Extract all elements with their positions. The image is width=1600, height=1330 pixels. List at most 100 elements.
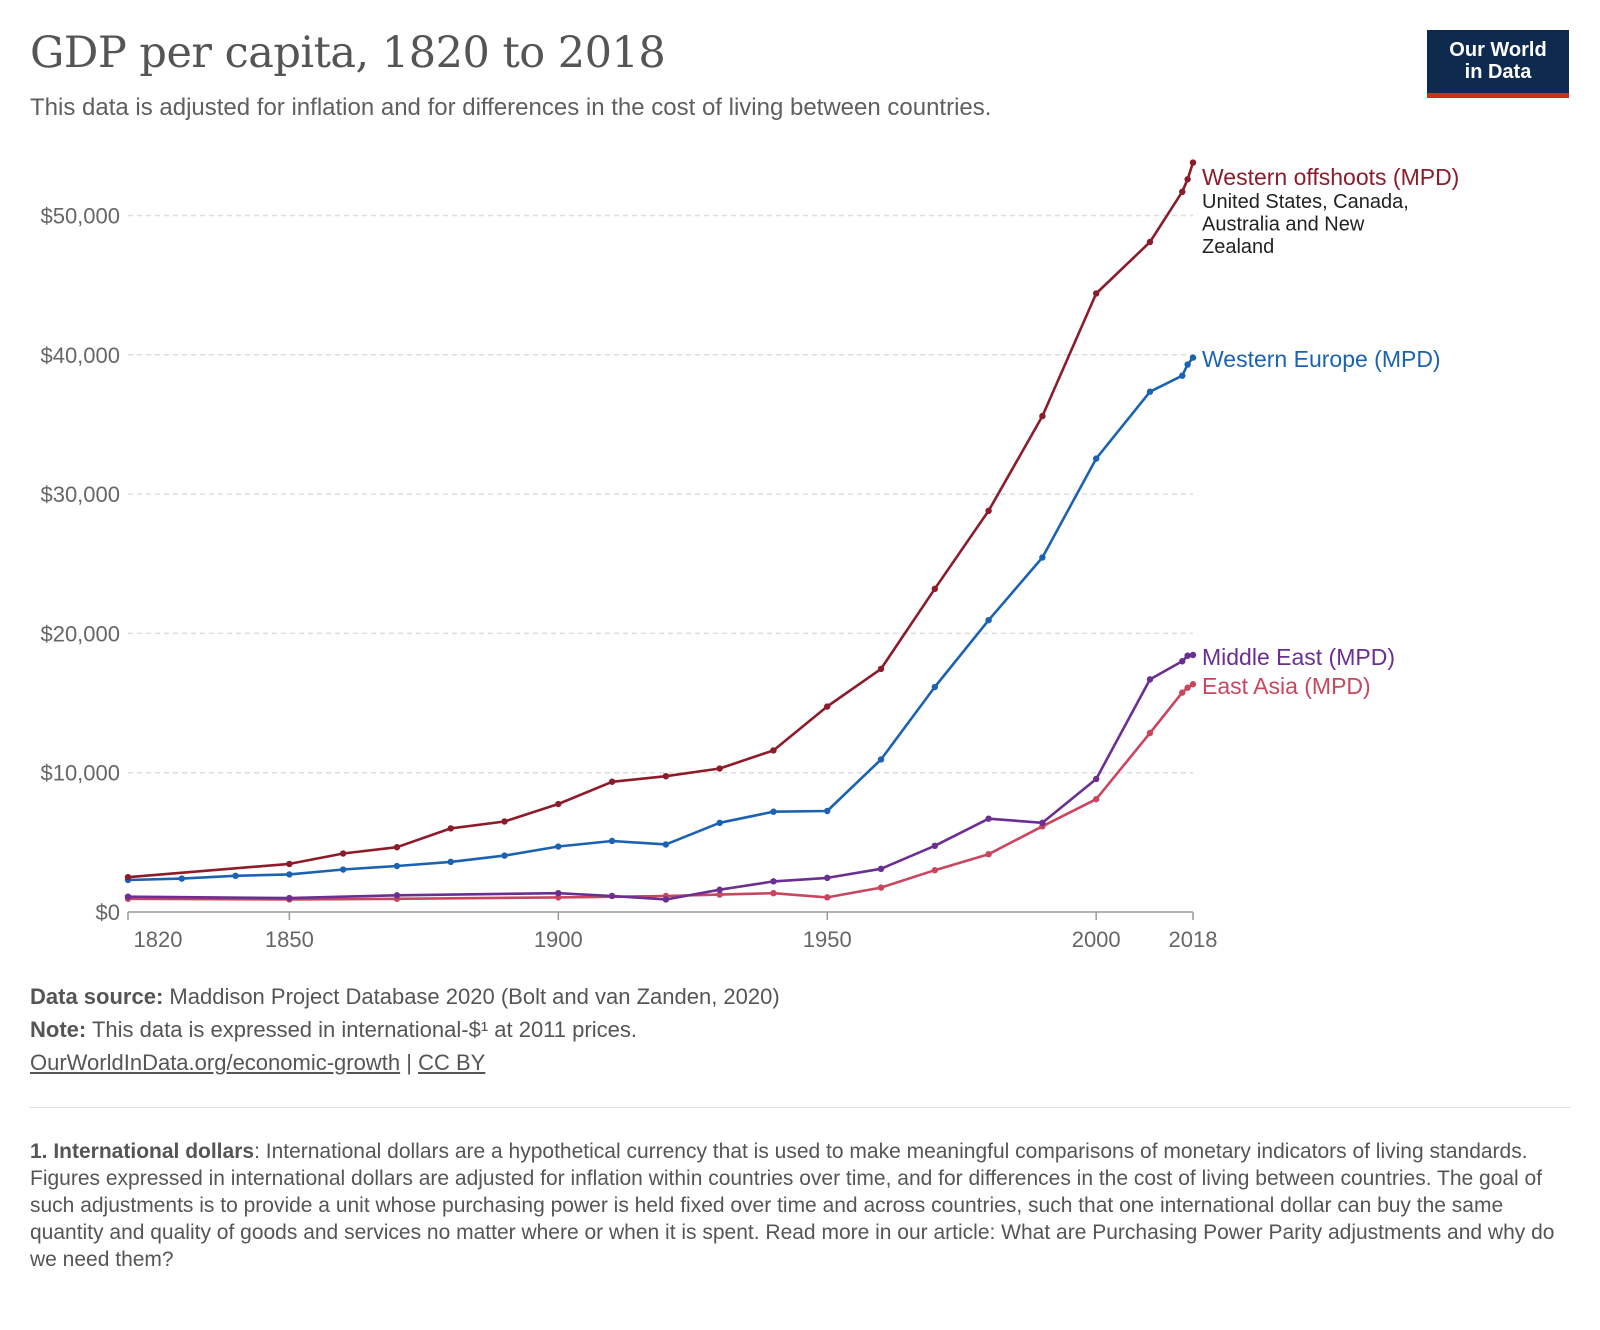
data-point[interactable] [1146, 238, 1154, 246]
data-point[interactable] [716, 886, 723, 893]
data-point[interactable] [232, 872, 239, 879]
series-line[interactable] [127, 653, 1194, 901]
data-point[interactable] [877, 756, 885, 763]
x-axis: 1820 1850 1900 1950 2000 2018 [127, 911, 1217, 952]
data-point[interactable] [501, 852, 508, 859]
data-point[interactable] [339, 866, 347, 873]
data-point[interactable] [877, 884, 885, 891]
owid-logo[interactable]: Our World in Data [1427, 30, 1569, 98]
data-point[interactable] [447, 825, 454, 832]
series-lines [124, 159, 1197, 903]
series-note-line: United States, Canada, [1202, 191, 1409, 213]
data-point[interactable] [608, 778, 616, 785]
data-point[interactable] [393, 862, 401, 870]
data-point[interactable] [1146, 388, 1154, 395]
data-point[interactable] [1184, 176, 1191, 183]
data-point[interactable] [1184, 361, 1191, 368]
data-point[interactable] [662, 772, 670, 780]
data-point[interactable] [1039, 819, 1046, 827]
data-point[interactable] [1179, 372, 1186, 379]
data-point[interactable] [931, 683, 939, 691]
data-point[interactable] [770, 878, 777, 885]
data-point[interactable] [447, 858, 454, 866]
series-label[interactable]: Western Europe (MPD) [1202, 346, 1441, 372]
chart-title: GDP per capita, 1820 to 2018 [30, 28, 666, 78]
data-point[interactable] [1146, 729, 1154, 737]
license-link[interactable]: CC BY [418, 1050, 486, 1075]
x-tick-label: 2000 [1072, 927, 1121, 952]
series-line[interactable] [127, 356, 1195, 882]
grid-lines [128, 214, 1193, 774]
data-point[interactable] [339, 850, 347, 857]
data-point[interactable] [124, 873, 132, 881]
data-point[interactable] [393, 844, 401, 851]
logo-line-1: Our World [1449, 39, 1547, 61]
data-point[interactable] [877, 865, 885, 873]
data-point[interactable] [985, 616, 992, 624]
data-source: Data source: Maddison Project Database 2… [30, 984, 780, 1009]
data-point[interactable] [770, 808, 777, 815]
data-point[interactable] [124, 893, 132, 900]
footnote-divider [30, 1107, 1570, 1108]
data-point[interactable] [662, 841, 670, 848]
data-point[interactable] [1189, 354, 1197, 361]
data-point[interactable] [770, 889, 777, 897]
data-point[interactable] [393, 892, 401, 899]
data-point[interactable] [286, 871, 293, 878]
y-axis-ticks: $0 $10,000 $20,000 $30,000 $40,000 $50,000 [40, 204, 120, 926]
data-point[interactable] [985, 815, 992, 822]
data-point[interactable] [1184, 684, 1191, 691]
y-tick-label: $20,000 [40, 621, 120, 646]
links: OurWorldInData.org/economic-growth | CC … [30, 1046, 780, 1079]
data-point[interactable] [1039, 412, 1046, 420]
data-point[interactable] [1189, 651, 1197, 659]
x-tick-label: 1850 [265, 927, 314, 952]
data-point[interactable] [931, 867, 939, 874]
data-point[interactable] [716, 819, 723, 827]
data-point[interactable] [824, 807, 831, 815]
data-point[interactable] [931, 842, 939, 850]
y-tick-label: $50,000 [40, 204, 120, 229]
data-point[interactable] [1146, 676, 1154, 683]
data-point[interactable] [1179, 689, 1186, 696]
data-point[interactable] [555, 843, 562, 850]
data-point[interactable] [1092, 795, 1100, 803]
data-point[interactable] [716, 891, 723, 898]
data-point[interactable] [1179, 658, 1186, 665]
data-point[interactable] [1092, 290, 1100, 297]
data-point[interactable] [770, 747, 777, 754]
data-point[interactable] [501, 818, 508, 825]
data-point[interactable] [1039, 554, 1046, 561]
x-tick-label: 1820 [134, 927, 183, 952]
data-point[interactable] [877, 665, 885, 673]
data-point[interactable] [985, 507, 992, 515]
series-line[interactable] [127, 683, 1194, 901]
data-point[interactable] [608, 892, 616, 900]
data-point[interactable] [1189, 159, 1197, 166]
series-label[interactable]: East Asia (MPD) [1202, 673, 1371, 699]
data-point[interactable] [824, 894, 831, 901]
data-point[interactable] [1189, 681, 1197, 688]
source-link[interactable]: OurWorldInData.org/economic-growth [30, 1050, 401, 1075]
data-point[interactable] [555, 800, 562, 808]
data-point[interactable] [286, 894, 293, 902]
data-point[interactable] [555, 889, 562, 897]
data-point[interactable] [824, 874, 831, 882]
data-point[interactable] [608, 837, 616, 845]
data-point[interactable] [1184, 652, 1191, 659]
data-point[interactable] [1092, 455, 1100, 462]
series-line[interactable] [127, 162, 1195, 879]
data-point[interactable] [931, 585, 939, 593]
data-point[interactable] [985, 850, 992, 858]
footnote: 1. International dollars: International … [30, 1138, 1565, 1273]
series-label[interactable]: Middle East (MPD) [1202, 644, 1395, 670]
data-point[interactable] [824, 703, 831, 710]
data-point[interactable] [1092, 775, 1100, 783]
data-point[interactable] [716, 765, 723, 772]
chart-footer: Data source: Maddison Project Database 2… [30, 980, 780, 1079]
series-label[interactable]: Western offshoots (MPD) [1202, 164, 1459, 190]
data-point[interactable] [178, 875, 185, 882]
data-point[interactable] [662, 896, 670, 903]
data-point[interactable] [286, 860, 293, 868]
data-point[interactable] [1179, 188, 1186, 196]
